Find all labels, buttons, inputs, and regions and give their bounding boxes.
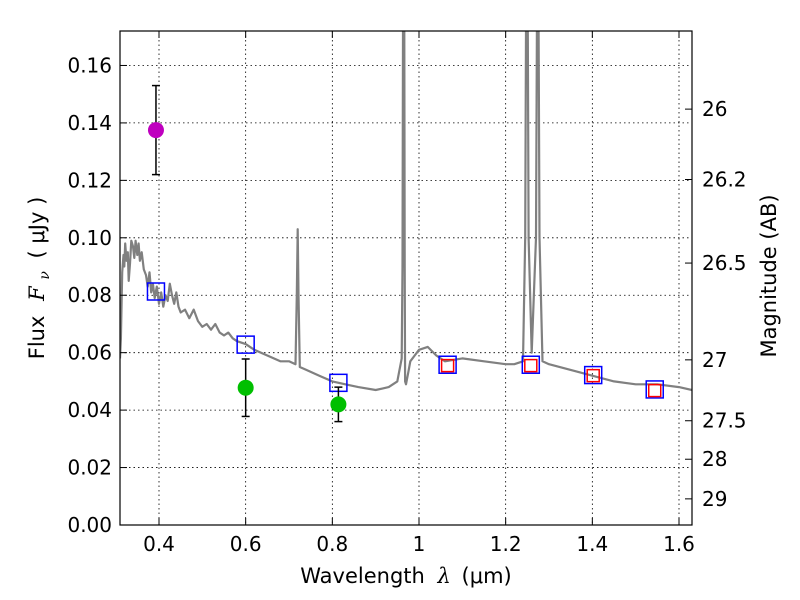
model-photometry-marker [146,282,166,301]
x-tick-label: 0.4 [143,532,175,556]
detection-point [147,122,164,139]
model-photometry-marker [645,380,664,399]
spectrum-line-layer [120,31,692,392]
right-tick-label: 29 [702,487,727,511]
y-tick-label: 0.16 [67,53,112,77]
plot-frame [119,30,693,526]
y-tick-label: 0.04 [67,398,112,422]
y-axis-label-subscript: ν [37,271,53,280]
model-photometry-marker [521,355,541,374]
y-axis-label-unit: ( μJy ) [25,197,49,259]
right-axis-label: Magnitude (AB) [757,194,781,357]
tick-layer: 0.4 0.6 0.8 1 1.2 1.4 1.6 0.00 0.02 0.04 0.06 0.08 0… [67,31,747,556]
model-photometry-marker [583,365,603,385]
x-tick-label: 1.6 [663,532,695,556]
x-tick-label: 1.2 [490,532,522,556]
right-tick-label: 28 [702,447,727,471]
y-tick-label: 0.12 [67,168,112,192]
x-axis-label: Wavelength λ (μm) [300,564,511,588]
model-photometry-marker [236,335,255,354]
marker-layer [146,84,664,423]
right-tick-label: 27 [702,348,727,372]
y-axis-label-text: Flux [25,316,49,360]
x-axis-label-symbol: λ [437,564,451,588]
y-tick-label: 0.02 [67,456,112,480]
grid [120,31,692,525]
y-tick-label: 0.08 [67,283,112,307]
observed-photometry-marker [586,368,600,383]
x-tick-label: 0.8 [316,532,348,556]
detection-point [330,396,347,413]
model-photometry-marker [438,355,457,374]
y-axis-label-symbol: F [25,285,49,302]
spectrum-line [120,31,692,392]
x-axis-label-unit: (μm) [462,564,512,588]
y-axis-label: Flux F ν ( μJy ) [25,197,54,360]
x-tick-label: 1 [413,532,426,556]
observed-photometry-marker [524,358,538,373]
right-tick-label: 26.2 [702,167,747,191]
right-tick-label: 26.5 [702,251,747,275]
x-axis-label-text: Wavelength [300,564,425,588]
y-tick-label: 0.14 [67,111,112,135]
y-tick-label: 0.06 [67,341,112,365]
right-tick-label: 27.5 [702,409,747,433]
detection-point [237,379,254,396]
x-tick-label: 0.6 [230,532,262,556]
y-tick-label: 0.10 [67,226,112,250]
y-tick-label: 0.00 [67,513,112,537]
x-tick-label: 1.4 [576,532,608,556]
observed-photometry-marker [440,358,455,373]
right-tick-label: 26 [702,97,727,121]
observed-photometry-marker [647,383,662,398]
